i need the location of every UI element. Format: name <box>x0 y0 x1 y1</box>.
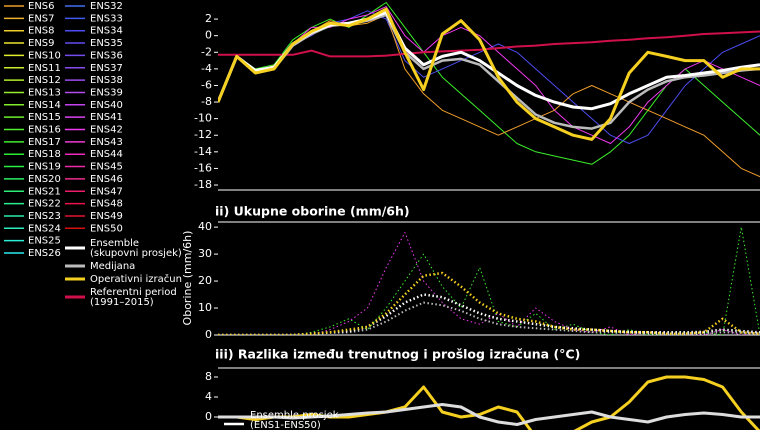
y-tick-label: 40 <box>198 220 212 233</box>
y-tick-label: 20 <box>198 274 212 287</box>
legend-label: Ensemble <box>90 238 139 249</box>
series-line <box>218 30 760 58</box>
legend-label: Medijana <box>90 261 135 272</box>
y-tick-label: 0 <box>205 410 212 423</box>
y-tick-label: 0 <box>205 29 212 42</box>
y-tick-label: -10 <box>194 112 212 125</box>
legend-label: ENS46 <box>90 174 123 185</box>
series-line <box>218 403 760 426</box>
legend-label: ENS7 <box>28 13 55 24</box>
legend-label: ENS18 <box>28 149 61 160</box>
legend-label: ENS17 <box>28 137 61 148</box>
series-line <box>218 7 760 141</box>
legend-label: ENS20 <box>28 174 61 185</box>
legend-label: ENS32 <box>90 1 123 12</box>
legend-label: ENS6 <box>28 1 55 12</box>
legend-label: ENS34 <box>90 26 123 37</box>
legend-label: ENS40 <box>90 100 123 111</box>
legend-label: ENS36 <box>90 50 123 61</box>
legend-label: (1991–2015) <box>90 297 154 308</box>
legend-label: ENS49 <box>90 211 123 222</box>
series-line <box>218 13 760 130</box>
y-tick-label: -6 <box>201 78 212 91</box>
y-tick-label: -8 <box>201 95 212 108</box>
y-axis-label: Oborine (mm/6h) <box>181 231 194 326</box>
y-tick-label: -12 <box>194 128 212 141</box>
legend-label: ENS12 <box>28 75 61 86</box>
legend-label: ENS13 <box>28 87 61 98</box>
y-tick-label: -18 <box>194 178 212 191</box>
legend-label: (ENS1-ENS50) <box>250 420 321 430</box>
legend-label: ENS14 <box>28 100 61 111</box>
legend-label: ENS43 <box>90 137 123 148</box>
series-line <box>218 2 760 165</box>
legend-label: ENS9 <box>28 38 55 49</box>
y-tick-label: 10 <box>198 301 212 314</box>
legend-label: ENS11 <box>28 63 61 74</box>
panel-title: ii) Ukupne oborine (mm/6h) <box>215 204 410 219</box>
legend-label: ENS26 <box>28 248 61 259</box>
y-tick-label: -14 <box>194 145 212 158</box>
plot-area <box>218 2 760 178</box>
legend-label: ENS37 <box>90 63 123 74</box>
legend-label: Operativni izračun <box>90 273 182 285</box>
legend-label: ENS35 <box>90 38 123 49</box>
panel-title: iii) Razlika između trenutnog i prošlog … <box>215 347 580 362</box>
y-tick-label: 2 <box>205 12 212 25</box>
series-line <box>218 271 760 335</box>
legend-label: ENS22 <box>28 199 61 210</box>
series-line <box>218 301 760 335</box>
legend-label: ENS16 <box>28 125 61 136</box>
legend-label: ENS25 <box>28 236 61 247</box>
legend-label: ENS50 <box>90 223 123 234</box>
y-tick-label: -16 <box>194 161 212 174</box>
legend-label: ENS10 <box>28 50 61 61</box>
series-line <box>218 375 760 430</box>
legend-label: ENS44 <box>90 149 123 160</box>
legend-label: ENS42 <box>90 125 123 136</box>
series-line <box>218 293 760 335</box>
legend-label: ENS39 <box>90 87 123 98</box>
y-tick-label: -4 <box>201 62 212 75</box>
legend-label: ENS15 <box>28 112 61 123</box>
y-tick-label: 30 <box>198 247 212 260</box>
legend-label: ENS47 <box>90 186 123 197</box>
legend-label: ENS38 <box>90 75 123 86</box>
legend-label: (skupovni prosjek) <box>90 248 182 259</box>
legend-label: ENS24 <box>28 223 61 234</box>
legend-label: Ensemble prosjek <box>250 410 339 421</box>
series-line <box>218 6 760 144</box>
legend-label: ENS21 <box>28 186 61 197</box>
legend-label: ENS41 <box>90 112 123 123</box>
y-tick-label: -2 <box>201 45 212 58</box>
y-tick-label: 8 <box>205 370 212 383</box>
y-tick-label: 4 <box>205 390 212 403</box>
y-tick-label: 0 <box>205 328 212 341</box>
legend-label: ENS45 <box>90 162 123 173</box>
legend-label: ENS23 <box>28 211 61 222</box>
legend-label: ENS8 <box>28 26 55 37</box>
legend-label: ENS48 <box>90 199 123 210</box>
plot-area <box>218 226 760 335</box>
legend-label: ENS19 <box>28 162 61 173</box>
legend-label: ENS33 <box>90 13 123 24</box>
plot-area <box>218 375 760 430</box>
series-line <box>218 232 760 335</box>
series-line <box>218 226 760 335</box>
legend-label: Referentni period <box>90 287 177 298</box>
